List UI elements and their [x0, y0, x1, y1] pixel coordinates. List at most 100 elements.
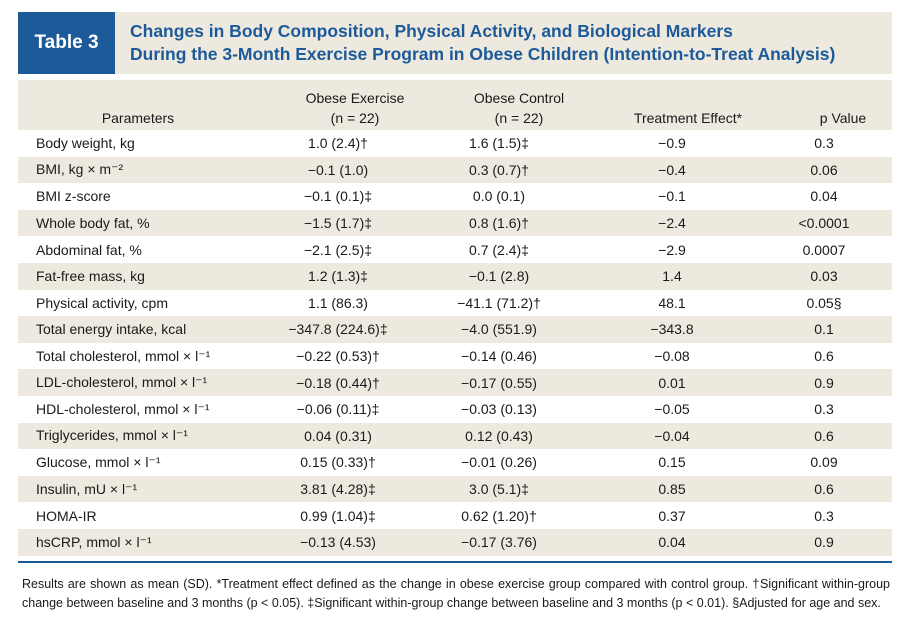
effect-cell: −0.05: [588, 395, 756, 423]
param-cell: Total cholesterol, mmol × l⁻¹: [18, 342, 266, 370]
param-cell: hsCRP, mmol × l⁻¹: [18, 528, 266, 556]
control-cell: 0.62 (1.20)†: [410, 502, 588, 529]
param-cell: Body weight, kg: [18, 130, 266, 157]
param-cell: Physical activity, cpm: [18, 289, 266, 317]
col-header-control-label: Obese Control: [473, 90, 565, 106]
control-cell: −0.01 (0.26): [410, 449, 588, 476]
table-row: BMI, kg × m⁻² −0.1 (1.0) 0.3 (0.7)† −0.4 0.0…: [18, 156, 892, 184]
table-row: Glucose, mmol × l⁻¹ 0.15 (0.33)† −0.01 (0.…: [18, 449, 892, 476]
exercise-cell: −0.13 (4.53): [266, 528, 410, 556]
table-footnote: Results are shown as mean (SD). *Treatme…: [22, 577, 890, 610]
p-value-cell: 0.03: [756, 262, 892, 290]
param-cell: Insulin, mU × l⁻¹: [18, 475, 266, 503]
table-row: Body weight, kg 1.0 (2.4)† 1.6 (1.5)‡ −0.9 0…: [18, 130, 892, 157]
table-bottom-rule: [18, 561, 892, 563]
control-cell: −0.17 (0.55): [410, 369, 588, 396]
param-cell: Triglycerides, mmol × l⁻¹: [18, 422, 266, 450]
p-value-cell: 0.3: [756, 130, 892, 157]
param-cell: Fat-free mass, kg: [18, 262, 266, 290]
p-value-cell: 0.09: [756, 449, 892, 476]
control-cell: −0.1 (2.8): [410, 262, 588, 290]
p-value-cell: 0.05§: [756, 289, 892, 317]
exercise-cell: −2.1 (2.5)‡: [266, 236, 410, 263]
table-row: HDL-cholesterol, mmol × l⁻¹ −0.06 (0.11)‡…: [18, 395, 892, 423]
col-header-exercise: Obese Exercise (n = 22): [280, 88, 430, 128]
param-cell: HDL-cholesterol, mmol × l⁻¹: [18, 395, 266, 423]
effect-cell: 0.01: [588, 369, 756, 396]
p-value-cell: 0.9: [756, 528, 892, 556]
param-cell: Total energy intake, kcal: [18, 316, 266, 343]
col-header-parameters: Parameters: [101, 110, 175, 126]
param-cell: Whole body fat, %: [18, 209, 266, 237]
col-header-p-value: p Value: [819, 110, 867, 126]
control-cell: 0.0 (0.1): [410, 183, 588, 210]
p-value-cell: 0.04: [756, 183, 892, 210]
table-row: Fat-free mass, kg 1.2 (1.3)‡ −0.1 (2.8) 1.4…: [18, 262, 892, 290]
effect-cell: 0.04: [588, 528, 756, 556]
param-cell: LDL-cholesterol, mmol × l⁻¹: [18, 369, 266, 396]
effect-cell: 0.85: [588, 475, 756, 503]
p-value-cell: 0.06: [756, 156, 892, 184]
control-cell: −0.14 (0.46): [410, 342, 588, 370]
table-header-banner: Table 3 Changes in Body Composition, Phy…: [18, 12, 892, 74]
p-value-cell: 0.0007: [756, 236, 892, 263]
control-cell: 0.12 (0.43): [410, 422, 588, 450]
table-row: LDL-cholesterol, mmol × l⁻¹ −0.18 (0.44)†…: [18, 369, 892, 396]
effect-cell: 0.37: [588, 502, 756, 529]
effect-cell: −2.9: [588, 236, 756, 263]
table-row: Abdominal fat, % −2.1 (2.5)‡ 0.7 (2.4)‡ −2.…: [18, 236, 892, 263]
p-value-cell: 0.9: [756, 369, 892, 396]
param-cell: Glucose, mmol × l⁻¹: [18, 449, 266, 476]
control-cell: 0.7 (2.4)‡: [410, 236, 588, 263]
column-header-row: Parameters Obese Exercise (n = 22) Obese…: [18, 80, 892, 130]
p-value-cell: 0.1: [756, 316, 892, 343]
effect-cell: −0.9: [588, 130, 756, 157]
exercise-cell: −0.22 (0.53)†: [266, 342, 410, 370]
effect-cell: −0.08: [588, 342, 756, 370]
effect-cell: 1.4: [588, 262, 756, 290]
results-table: Body weight, kg 1.0 (2.4)† 1.6 (1.5)‡ −0.9 0…: [18, 130, 892, 556]
p-value-cell: 0.6: [756, 422, 892, 450]
col-header-control-n: (n = 22): [494, 110, 544, 126]
effect-cell: −0.4: [588, 156, 756, 184]
exercise-cell: −0.1 (1.0): [266, 156, 410, 184]
exercise-cell: 0.04 (0.31): [266, 422, 410, 450]
param-cell: HOMA-IR: [18, 502, 266, 529]
control-cell: 0.8 (1.6)†: [410, 209, 588, 237]
exercise-cell: −1.5 (1.7)‡: [266, 209, 410, 237]
effect-cell: 48.1: [588, 289, 756, 317]
effect-cell: −0.04: [588, 422, 756, 450]
effect-cell: −0.1: [588, 183, 756, 210]
table-row: BMI z-score −0.1 (0.1)‡ 0.0 (0.1) −0.1 0.04: [18, 183, 892, 210]
control-cell: −41.1 (71.2)†: [410, 289, 588, 317]
param-cell: BMI z-score: [18, 183, 266, 210]
param-cell: BMI, kg × m⁻²: [18, 156, 266, 184]
results-table-body: Body weight, kg 1.0 (2.4)† 1.6 (1.5)‡ −0.9 0…: [18, 130, 892, 556]
exercise-cell: −347.8 (224.6)‡: [266, 316, 410, 343]
control-cell: −0.03 (0.13): [410, 395, 588, 423]
exercise-cell: 1.1 (86.3): [266, 289, 410, 317]
control-cell: 3.0 (5.1)‡: [410, 475, 588, 503]
control-cell: 0.3 (0.7)†: [410, 156, 588, 184]
table-row: Total cholesterol, mmol × l⁻¹ −0.22 (0.53…: [18, 342, 892, 370]
table-title-line-1: Changes in Body Composition, Physical Ac…: [130, 21, 733, 41]
table-row: Triglycerides, mmol × l⁻¹ 0.04 (0.31) 0.12…: [18, 422, 892, 450]
exercise-cell: 0.15 (0.33)†: [266, 449, 410, 476]
exercise-cell: 1.0 (2.4)†: [266, 130, 410, 157]
control-cell: −0.17 (3.76): [410, 528, 588, 556]
table-row: HOMA-IR 0.99 (1.04)‡ 0.62 (1.20)† 0.37 0.3: [18, 502, 892, 529]
exercise-cell: −0.06 (0.11)‡: [266, 395, 410, 423]
table-row: Total energy intake, kcal −347.8 (224.6)‡…: [18, 316, 892, 343]
control-cell: −4.0 (551.9): [410, 316, 588, 343]
exercise-cell: 3.81 (4.28)‡: [266, 475, 410, 503]
col-header-control: Obese Control (n = 22): [444, 88, 594, 128]
col-header-exercise-label: Obese Exercise: [305, 90, 405, 106]
p-value-cell: 0.3: [756, 395, 892, 423]
p-value-cell: 0.6: [756, 342, 892, 370]
control-cell: 1.6 (1.5)‡: [410, 130, 588, 157]
effect-cell: 0.15: [588, 449, 756, 476]
exercise-cell: 0.99 (1.04)‡: [266, 502, 410, 529]
table-row: Whole body fat, % −1.5 (1.7)‡ 0.8 (1.6)† −2…: [18, 209, 892, 237]
effect-cell: −2.4: [588, 209, 756, 237]
exercise-cell: −0.1 (0.1)‡: [266, 183, 410, 210]
